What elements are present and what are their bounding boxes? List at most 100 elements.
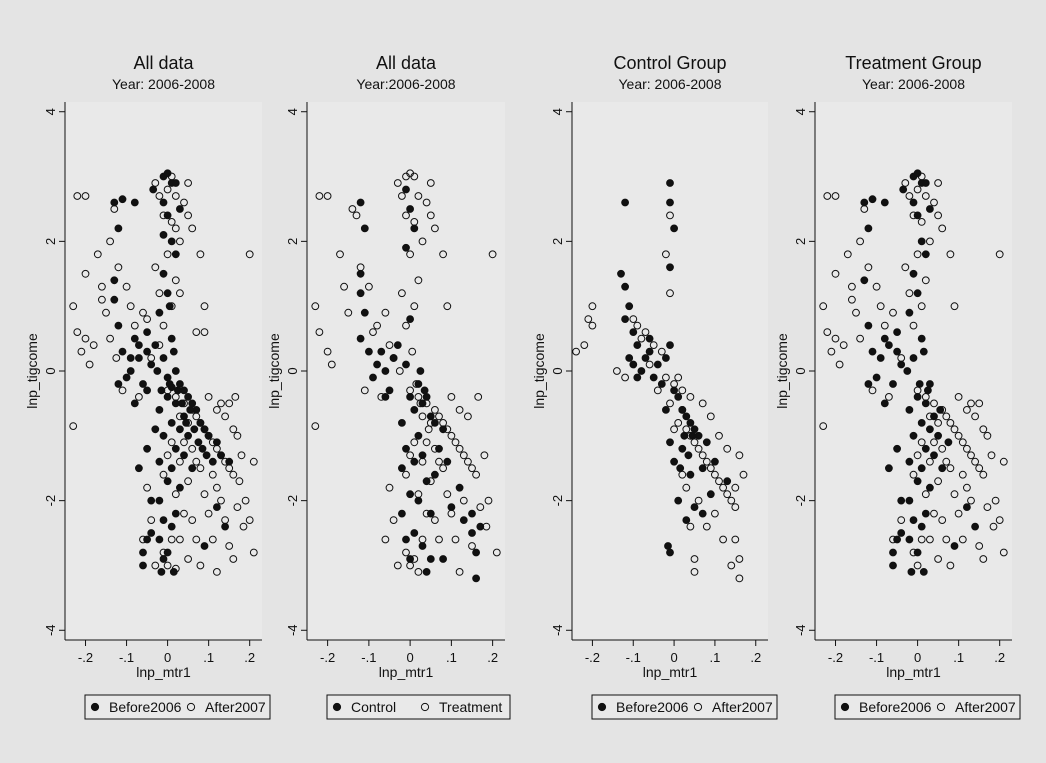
data-point-hollow [360,386,369,395]
data-point-hollow [398,289,406,298]
data-point-hollow [196,464,205,473]
data-point-hollow [971,457,979,466]
data-point-filled [155,308,164,317]
data-point-filled [903,367,912,375]
data-point-hollow [468,464,476,473]
data-point-hollow [588,321,597,330]
data-point-filled [414,496,423,505]
data-point-hollow [377,393,386,401]
data-point-hollow [641,328,650,337]
legend-box [591,694,778,720]
x-axis-label: lnp_mtr1 [643,664,698,680]
data-point-hollow [926,412,934,421]
data-point-hollow [909,211,918,220]
data-point-hollow [221,412,230,421]
data-point-hollow [682,425,691,434]
data-point-hollow [464,412,472,421]
data-point-filled [393,341,402,350]
data-point-filled [621,282,629,291]
data-point-hollow [171,564,180,573]
data-point-hollow [926,237,934,246]
data-point-filled [926,380,934,388]
data-point-filled [176,380,184,388]
legend-marker-filled [332,702,342,712]
data-point-hollow [369,328,377,337]
data-point-filled [406,315,415,324]
data-point-filled [915,380,924,388]
data-point-hollow [909,321,918,330]
data-point-hollow [670,380,678,388]
data-point-filled [909,516,918,524]
data-point-hollow [81,269,90,278]
points-group [819,169,1008,576]
data-point-hollow [711,509,719,518]
data-point-hollow [422,509,431,518]
data-point-filled [143,444,152,453]
legend: Before2006 After2007 [84,694,271,720]
data-point-hollow [249,457,258,466]
data-point-hollow [852,308,860,317]
data-point-hollow [934,179,942,187]
data-point-hollow [356,263,365,272]
data-point-hollow [731,535,740,544]
data-point-filled [155,406,164,414]
data-point-hollow [147,516,156,524]
data-point-filled [406,490,415,499]
data-point-filled [963,503,971,512]
data-point-hollow [819,302,828,311]
plot-area [65,102,262,640]
data-point-hollow [93,250,102,259]
data-point-hollow [69,422,78,431]
y-tick-label: 2 [550,238,565,245]
data-point-hollow [474,393,483,401]
data-point-hollow [213,568,221,576]
x-tick-label: -.1 [869,650,884,665]
data-point-filled [159,231,168,239]
data-point-filled [122,373,131,382]
data-point-hollow [106,237,114,246]
data-point-hollow [229,425,238,434]
data-point-filled [917,334,926,343]
data-point-hollow [431,516,439,524]
data-point-hollow [958,535,967,544]
data-point-hollow [151,561,160,570]
data-point-hollow [184,477,193,486]
data-point-hollow [674,373,683,382]
data-point-hollow [435,535,443,544]
data-point-hollow [398,192,406,200]
data-point-hollow [249,548,258,557]
data-point-filled [151,425,160,434]
data-point-filled [143,347,152,356]
data-point-hollow [979,555,988,563]
data-point-hollow [106,334,114,343]
data-point-hollow [167,438,176,447]
data-point-hollow [315,328,324,337]
data-point-hollow [913,185,922,194]
legend-label: Control [351,699,396,715]
data-point-hollow [184,211,193,220]
data-point-filled [868,195,877,204]
data-point-filled [377,347,386,356]
data-point-hollow [897,516,906,524]
data-point-hollow [690,555,699,563]
data-point-hollow [431,406,439,414]
data-point-filled [381,367,390,375]
data-point-hollow [464,457,472,466]
data-point-filled [868,347,877,356]
data-point-hollow [983,431,992,440]
data-point-hollow [196,561,205,570]
data-point-hollow [180,399,188,408]
data-point-filled [682,412,691,421]
data-point-hollow [459,451,468,460]
data-point-hollow [967,496,975,505]
data-point-hollow [674,419,683,427]
data-point-hollow [163,451,172,460]
data-point-filled [682,516,691,524]
data-point-filled [373,360,382,369]
data-point-hollow [827,347,836,356]
data-point-hollow [719,535,727,544]
data-point-hollow [580,341,589,350]
x-tick-label: -.1 [361,650,376,665]
data-point-hollow [662,250,670,259]
data-point-hollow [443,302,452,311]
